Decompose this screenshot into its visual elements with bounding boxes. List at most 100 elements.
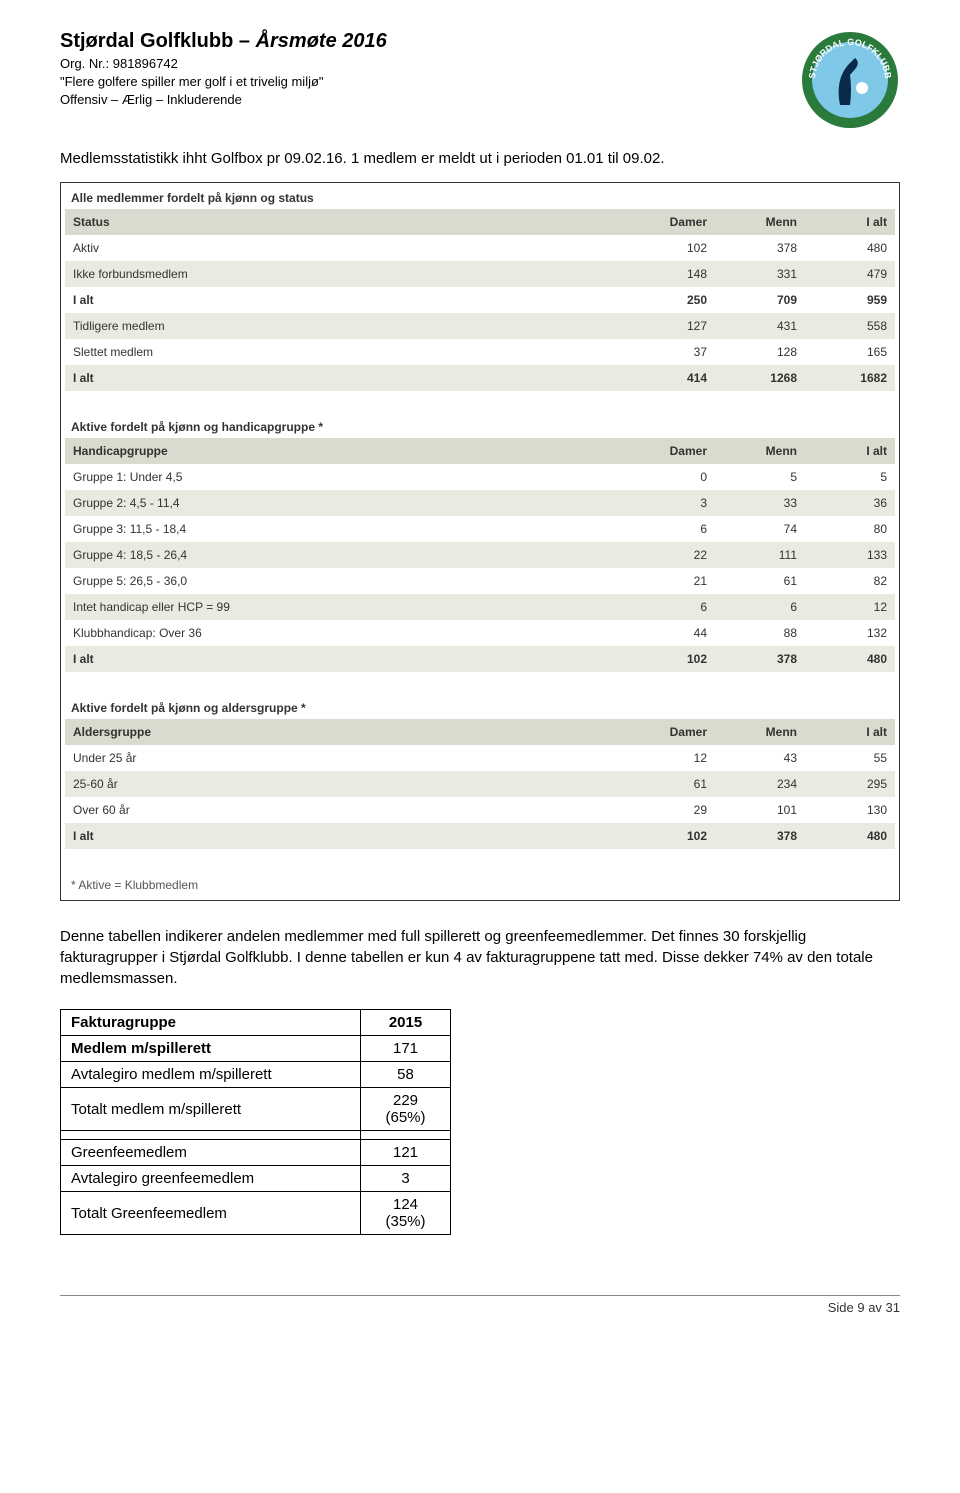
table-row: I alt102378480 — [65, 823, 895, 849]
faktura-body: Medlem m/spillerett171Avtalegiro medlem … — [61, 1036, 451, 1235]
cell-ialt: 480 — [805, 823, 895, 849]
table-row: Over 60 år29101130 — [65, 797, 895, 823]
col-ialt: I alt — [805, 209, 895, 235]
col-ialt: I alt — [805, 719, 895, 745]
cell-label: Gruppe 2: 4,5 - 11,4 — [65, 490, 625, 516]
cell-ialt: 480 — [805, 235, 895, 261]
faktura-cell-label: Totalt Greenfeemedlem — [61, 1192, 361, 1235]
table2-title: Aktive fordelt på kjønn og handicapgrupp… — [65, 416, 895, 438]
cell-label: Gruppe 5: 26,5 - 36,0 — [65, 568, 625, 594]
cell-damer: 6 — [625, 516, 715, 542]
cell-damer: 102 — [625, 823, 715, 849]
cell-label: Gruppe 1: Under 4,5 — [65, 464, 625, 490]
faktura-row: Totalt medlem m/spillerett229 (65%) — [61, 1088, 451, 1131]
col-status: Status — [65, 209, 625, 235]
faktura-col-label: Fakturagruppe — [61, 1010, 361, 1036]
cell-label: Intet handicap eller HCP = 99 — [65, 594, 625, 620]
cell-damer: 102 — [625, 646, 715, 672]
col-damer: Damer — [625, 209, 715, 235]
faktura-cell-label — [61, 1131, 361, 1140]
statistics-tables-box: Alle medlemmer fordelt på kjønn og statu… — [60, 182, 900, 901]
table-header-row: Handicapgruppe Damer Menn I alt — [65, 438, 895, 464]
cell-label: 25-60 år — [65, 771, 625, 797]
table-row: Under 25 år124355 — [65, 745, 895, 771]
faktura-cell-label: Totalt medlem m/spillerett — [61, 1088, 361, 1131]
explanation-paragraph: Denne tabellen indikerer andelen medlemm… — [60, 926, 900, 989]
table3-body: Under 25 år12435525-60 år61234295Over 60… — [65, 745, 895, 849]
cell-damer: 250 — [625, 287, 715, 313]
faktura-cell-value: 121 — [361, 1140, 451, 1166]
faktura-row: Greenfeemedlem121 — [61, 1140, 451, 1166]
cell-damer: 29 — [625, 797, 715, 823]
col-damer: Damer — [625, 438, 715, 464]
table-row: Gruppe 1: Under 4,5055 — [65, 464, 895, 490]
cell-label: I alt — [65, 365, 625, 391]
table-row: I alt250709959 — [65, 287, 895, 313]
table-row: 25-60 år61234295 — [65, 771, 895, 797]
cell-menn: 111 — [715, 542, 805, 568]
cell-label: I alt — [65, 646, 625, 672]
table-row: I alt102378480 — [65, 646, 895, 672]
table-age-section: Aktive fordelt på kjønn og aldersgruppe … — [65, 697, 895, 849]
values: Offensiv – Ærlig – Inkluderende — [60, 91, 387, 109]
cell-menn: 378 — [715, 646, 805, 672]
page-number: Side 9 av 31 — [828, 1300, 900, 1315]
table-handicap-section: Aktive fordelt på kjønn og handicapgrupp… — [65, 416, 895, 672]
cell-ialt: 80 — [805, 516, 895, 542]
table2-body: Gruppe 1: Under 4,5055Gruppe 2: 4,5 - 11… — [65, 464, 895, 672]
cell-menn: 431 — [715, 313, 805, 339]
cell-damer: 148 — [625, 261, 715, 287]
cell-menn: 5 — [715, 464, 805, 490]
cell-damer: 0 — [625, 464, 715, 490]
page-title: Stjørdal Golfklubb – Årsmøte 2016 — [60, 30, 387, 53]
cell-damer: 3 — [625, 490, 715, 516]
faktura-cell-label: Medlem m/spillerett — [61, 1036, 361, 1062]
cell-ialt: 165 — [805, 339, 895, 365]
cell-menn: 33 — [715, 490, 805, 516]
fakturagruppe-table: Fakturagruppe 2015 Medlem m/spillerett17… — [60, 1009, 451, 1235]
faktura-header-row: Fakturagruppe 2015 — [61, 1010, 451, 1036]
cell-ialt: 959 — [805, 287, 895, 313]
faktura-cell-value: 171 — [361, 1036, 451, 1062]
cell-menn: 61 — [715, 568, 805, 594]
intro-paragraph: Medlemsstatistikk ihht Golfbox pr 09.02.… — [60, 150, 900, 167]
faktura-cell-label: Avtalegiro greenfeemedlem — [61, 1166, 361, 1192]
table-age: Aldersgruppe Damer Menn I alt Under 25 å… — [65, 719, 895, 849]
table1-body: Aktiv102378480Ikke forbundsmedlem1483314… — [65, 235, 895, 391]
table-row: Gruppe 5: 26,5 - 36,0216182 — [65, 568, 895, 594]
cell-ialt: 12 — [805, 594, 895, 620]
club-logo: STJØRDAL GOLFKLUBB — [800, 30, 900, 130]
cell-ialt: 36 — [805, 490, 895, 516]
cell-damer: 37 — [625, 339, 715, 365]
table-row: Intet handicap eller HCP = 996612 — [65, 594, 895, 620]
faktura-row: Medlem m/spillerett171 — [61, 1036, 451, 1062]
cell-menn: 709 — [715, 287, 805, 313]
cell-label: Gruppe 3: 11,5 - 18,4 — [65, 516, 625, 542]
cell-ialt: 479 — [805, 261, 895, 287]
table-row: I alt41412681682 — [65, 365, 895, 391]
faktura-cell-value: 3 — [361, 1166, 451, 1192]
cell-ialt: 55 — [805, 745, 895, 771]
cell-ialt: 133 — [805, 542, 895, 568]
col-menn: Menn — [715, 719, 805, 745]
table-status: Status Damer Menn I alt Aktiv102378480Ik… — [65, 209, 895, 391]
cell-damer: 12 — [625, 745, 715, 771]
table-row: Gruppe 3: 11,5 - 18,467480 — [65, 516, 895, 542]
cell-label: I alt — [65, 287, 625, 313]
cell-label: Tidligere medlem — [65, 313, 625, 339]
col-age: Aldersgruppe — [65, 719, 625, 745]
faktura-cell-value — [361, 1131, 451, 1140]
table-row: Tidligere medlem127431558 — [65, 313, 895, 339]
table-row: Slettet medlem37128165 — [65, 339, 895, 365]
cell-damer: 414 — [625, 365, 715, 391]
cell-menn: 74 — [715, 516, 805, 542]
cell-ialt: 1682 — [805, 365, 895, 391]
cell-menn: 378 — [715, 823, 805, 849]
cell-menn: 128 — [715, 339, 805, 365]
faktura-row — [61, 1131, 451, 1140]
cell-label: Gruppe 4: 18,5 - 26,4 — [65, 542, 625, 568]
cell-damer: 6 — [625, 594, 715, 620]
footnote: * Aktive = Klubbmedlem — [65, 874, 895, 896]
org-number: Org. Nr.: 981896742 — [60, 55, 387, 73]
table-header-row: Status Damer Menn I alt — [65, 209, 895, 235]
